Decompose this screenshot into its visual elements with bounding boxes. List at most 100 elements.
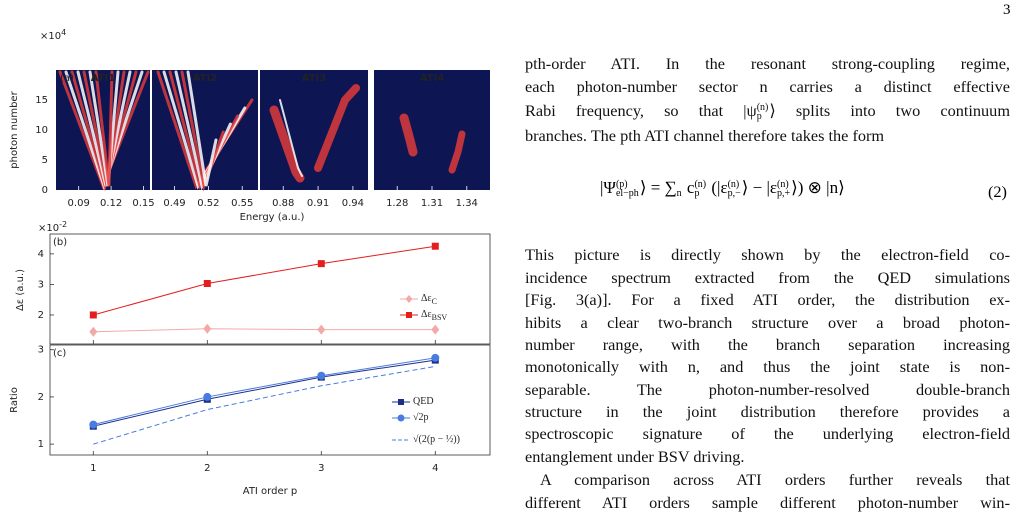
legend-label-sub: BSV bbox=[432, 313, 448, 322]
text-run: c bbox=[682, 178, 695, 197]
x-axis-label: ATI order p bbox=[243, 486, 298, 497]
heatmap-branch bbox=[269, 105, 305, 183]
data-point bbox=[317, 324, 326, 335]
text-run: |Ψ bbox=[600, 178, 616, 197]
text-run: ⟩) ⊗ |n⟩ bbox=[791, 178, 845, 197]
panel-label: (c) bbox=[53, 348, 66, 359]
x-tick-label: 0.55 bbox=[231, 198, 253, 209]
data-point bbox=[203, 392, 212, 401]
superscript: (n) bbox=[776, 179, 789, 191]
series-line bbox=[93, 365, 436, 445]
y-axis-label: Ratio bbox=[9, 387, 20, 413]
axis-multiplier: ×10-2 bbox=[38, 220, 67, 235]
y-tick-label: 0 bbox=[42, 185, 48, 196]
text-line: Rabi frequency, so that |ψ (n) p ⟩ splits i… bbox=[525, 101, 1010, 123]
subscript: p,− bbox=[727, 188, 741, 200]
legend-label-main: Δε bbox=[421, 293, 432, 304]
x-tick-label: 1.28 bbox=[386, 198, 408, 209]
heatmap-branch bbox=[94, 70, 114, 187]
text-line: structure in the joint distribution ther… bbox=[525, 402, 1010, 421]
superscript: (n) bbox=[694, 179, 707, 191]
subplot-title: ATI4 bbox=[420, 73, 445, 84]
y-tick-label: 4 bbox=[38, 249, 44, 260]
plot-frame bbox=[49, 344, 491, 456]
data-point bbox=[431, 324, 440, 335]
text-line: A comparison across ATI orders further r… bbox=[540, 470, 1010, 489]
text-line: [Fig. 3(a)]. For a fixed ATI order, the … bbox=[525, 290, 1010, 309]
series-line bbox=[93, 245, 436, 316]
legend-label-sub: C bbox=[432, 297, 437, 306]
text-run: (|ε bbox=[707, 178, 728, 197]
text-run: Rabi frequency, so that |ψ bbox=[525, 101, 757, 120]
legend-label-main: QED bbox=[413, 396, 434, 407]
text-run: ⟩ − |ε bbox=[741, 178, 777, 197]
subplot-title: ATI2 bbox=[193, 73, 218, 84]
subscript: n bbox=[676, 188, 682, 200]
series-line bbox=[93, 357, 436, 426]
script: (n) p bbox=[694, 179, 707, 200]
heatmap-branch bbox=[279, 99, 303, 177]
y-tick-label: 2 bbox=[38, 392, 44, 403]
x-tick-label: 0.12 bbox=[100, 198, 122, 209]
x-tick-label: 1 bbox=[90, 463, 96, 474]
text-line: spectroscopic signature of the underlyin… bbox=[525, 424, 1010, 443]
x-tick-label: 2 bbox=[204, 463, 210, 474]
superscript: (n) bbox=[727, 179, 740, 191]
heatmap-branch bbox=[448, 130, 466, 174]
panel-label: (a) bbox=[60, 73, 74, 84]
text-line: separable. The photon-number-resolved do… bbox=[525, 380, 1010, 399]
heatmap-branch bbox=[168, 70, 240, 191]
text-line: entanglement under BSV driving. bbox=[525, 447, 745, 466]
y-axis-label: Δε (a.u.) bbox=[15, 269, 26, 311]
heatmap-branch bbox=[174, 70, 232, 191]
text-line: monotonically with n, and thus the joint… bbox=[525, 357, 1010, 376]
y-tick-label: 5 bbox=[42, 155, 48, 166]
x-tick-label: 0.91 bbox=[307, 198, 329, 209]
axis-multiplier: ×104 bbox=[40, 28, 66, 43]
text-line: branches. The pth ATI channel therefore … bbox=[525, 126, 885, 145]
x-axis-label: Energy (a.u.) bbox=[240, 212, 305, 223]
legend-marker bbox=[397, 414, 405, 422]
x-tick-label: 4 bbox=[432, 463, 438, 474]
data-point bbox=[317, 371, 326, 380]
legend-marker bbox=[405, 295, 413, 303]
script: (p) el−ph bbox=[615, 180, 639, 200]
data-point bbox=[317, 260, 325, 268]
script: (n) p bbox=[756, 103, 769, 123]
y-tick-label: 1 bbox=[38, 439, 44, 450]
legend-label-main: √(2(p − ½)) bbox=[413, 434, 460, 445]
data-point bbox=[89, 311, 97, 319]
panel-label: (b) bbox=[53, 237, 67, 248]
legend-label: √2p bbox=[413, 412, 429, 423]
multiplier-exp: 4 bbox=[61, 28, 66, 37]
legend-label: QED bbox=[413, 396, 434, 407]
text-line: This picture is directly shown by the el… bbox=[525, 245, 1010, 264]
series-line bbox=[93, 359, 436, 427]
y-tick-label: 15 bbox=[35, 95, 48, 106]
x-tick-label: 0.49 bbox=[163, 198, 185, 209]
text-line: incidence spectrum extracted from the QE… bbox=[525, 268, 1010, 287]
heatmap bbox=[374, 70, 490, 190]
x-tick-label: 0.94 bbox=[342, 198, 364, 209]
multiplier-base: ×10 bbox=[38, 223, 59, 234]
legend-label-main: Δε bbox=[421, 309, 432, 320]
legend-marker bbox=[406, 312, 412, 318]
legend-label: ΔεC bbox=[421, 293, 437, 306]
legend-label: ΔεBSV bbox=[421, 309, 447, 322]
legend-label-main: √2p bbox=[413, 412, 429, 423]
subscript: p,+ bbox=[776, 188, 791, 200]
subplot-title: ATI3 bbox=[302, 73, 327, 84]
data-point bbox=[89, 420, 98, 429]
script: (n) p,+ bbox=[776, 179, 791, 200]
subscript: p bbox=[694, 188, 700, 200]
text-run: ⟩ splits into two continuum bbox=[769, 101, 1010, 120]
data-point bbox=[203, 280, 211, 287]
text-line: different ATI orders sample different ph… bbox=[525, 493, 1010, 512]
heatmap-branch bbox=[186, 70, 218, 187]
text-line: number range, with the branch separation… bbox=[525, 335, 1010, 354]
y-tick-label: 2 bbox=[38, 310, 44, 321]
subscript: el−ph bbox=[615, 188, 639, 200]
heatmap-branch bbox=[314, 84, 360, 172]
x-tick-label: 1.31 bbox=[421, 198, 443, 209]
subscript: p bbox=[756, 111, 762, 123]
